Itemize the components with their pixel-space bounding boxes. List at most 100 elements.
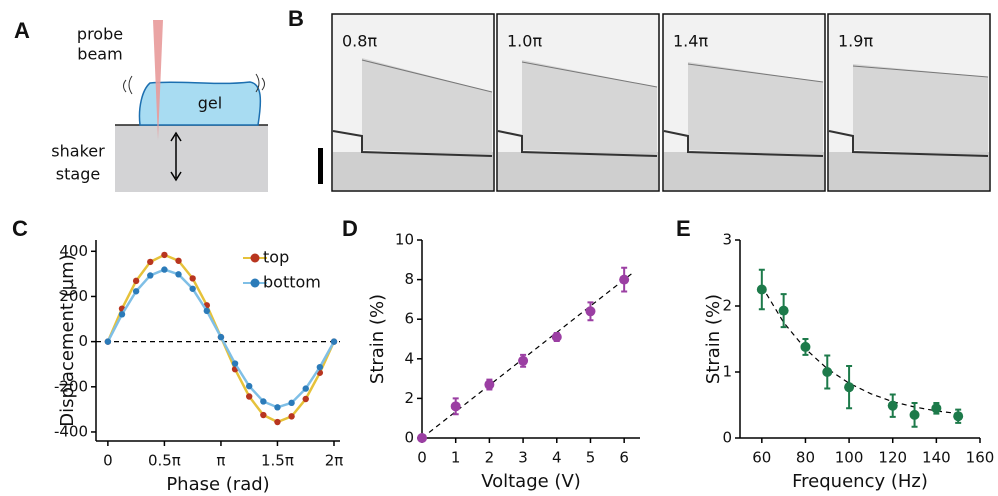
gel-region: [688, 62, 823, 155]
point: [260, 398, 267, 405]
point: [450, 401, 461, 412]
point: [302, 395, 309, 403]
point: [953, 411, 964, 422]
scale-bar: [318, 148, 323, 184]
point: [118, 311, 126, 318]
y-tick-label: 0: [404, 429, 414, 447]
y-tick-label: 10: [395, 231, 414, 249]
x-tick-label: 0: [103, 452, 113, 470]
x-tick-label: 2π: [325, 452, 344, 470]
point: [217, 333, 225, 341]
stage-region: [333, 152, 493, 190]
stage-region: [829, 152, 989, 190]
point: [147, 272, 154, 279]
label: stage: [56, 165, 100, 184]
trend-line: [761, 285, 959, 415]
x-tick-label: 120: [878, 449, 907, 467]
point: [417, 433, 427, 443]
x-tick-label: 140: [922, 449, 951, 467]
point: [132, 277, 140, 285]
gel-top: [521, 61, 658, 88]
stage-region: [664, 152, 824, 190]
point: [302, 385, 309, 392]
probe-beam: [153, 20, 163, 140]
bottom-surface: [497, 130, 658, 157]
label: shaker: [51, 142, 105, 161]
y-tick-label: 400: [59, 242, 88, 260]
panel-letter: A: [14, 18, 30, 43]
point: [203, 307, 211, 315]
panel-letter: E: [676, 216, 691, 241]
x-tick-label: 3: [518, 449, 528, 467]
y-axis-title: Strain (%): [703, 294, 724, 384]
y-axis-title: Strain (%): [367, 294, 388, 384]
panel-letter: D: [342, 216, 358, 241]
bottom-surface: [332, 130, 493, 157]
label: gel: [198, 94, 222, 113]
y-tick-label: -400: [54, 422, 88, 440]
x-tick-label: 5: [586, 449, 596, 467]
y-tick-label: 1: [722, 363, 732, 381]
gel-top: [361, 59, 493, 93]
point: [585, 306, 596, 317]
point: [551, 332, 562, 343]
x-tick-label: 0.5π: [148, 452, 181, 470]
point: [132, 288, 140, 295]
y-tick-label: 2: [722, 297, 732, 315]
label: probe: [77, 25, 123, 44]
legend-marker: [250, 253, 260, 263]
frame-label: 0.8π: [342, 32, 377, 51]
point: [189, 285, 196, 292]
gel: [138, 81, 262, 126]
y-tick-label: 2: [404, 389, 414, 407]
point: [800, 341, 811, 352]
point: [887, 400, 898, 411]
label: beam: [77, 45, 122, 64]
x-axis-title: Voltage (V): [481, 471, 581, 492]
gel-region: [853, 64, 988, 155]
x-tick-label: 80: [796, 449, 815, 467]
point: [909, 409, 920, 420]
gel-region: [522, 60, 657, 155]
point: [931, 403, 942, 414]
gel-top: [852, 65, 989, 78]
point: [619, 274, 630, 285]
x-tick-label: 100: [835, 449, 864, 467]
x-tick-label: 1.5π: [261, 452, 294, 470]
y-tick-label: -200: [54, 377, 88, 395]
point: [822, 367, 833, 377]
legend-label: bottom: [263, 273, 321, 292]
point: [518, 355, 529, 366]
y-tick-label: 0: [78, 332, 88, 350]
y-tick-label: 8: [404, 270, 414, 288]
point: [330, 338, 338, 345]
frame-label: 1.4π: [673, 32, 708, 51]
point: [274, 418, 281, 426]
point: [161, 266, 168, 273]
x-tick-label: 60: [752, 449, 771, 467]
point: [161, 251, 168, 259]
point: [246, 393, 253, 400]
arrow-heads: [170, 131, 182, 182]
point: [274, 404, 281, 411]
panel-letter: C: [12, 216, 28, 241]
frame-label: 1.9π: [838, 32, 873, 51]
y-tick-label: 3: [722, 231, 732, 249]
x-axis-title: Frequency (Hz): [792, 471, 928, 492]
x-axis-title: Phase (rad): [166, 474, 269, 495]
point: [147, 258, 154, 266]
x-tick-label: π: [216, 452, 225, 470]
shaker-stage: [115, 125, 268, 192]
x-tick-label: 1: [451, 449, 461, 467]
y-axis-title: Displacement (µm): [57, 254, 78, 427]
y-tick-label: 6: [404, 310, 414, 328]
y-tick-label: 200: [59, 287, 88, 305]
point: [189, 275, 196, 282]
x-tick-label: 6: [619, 449, 629, 467]
x-tick-label: 0: [417, 449, 427, 467]
point: [844, 382, 855, 393]
legend-marker: [250, 278, 260, 288]
bottom-surface: [663, 130, 824, 157]
x-tick-label: 2: [485, 449, 495, 467]
